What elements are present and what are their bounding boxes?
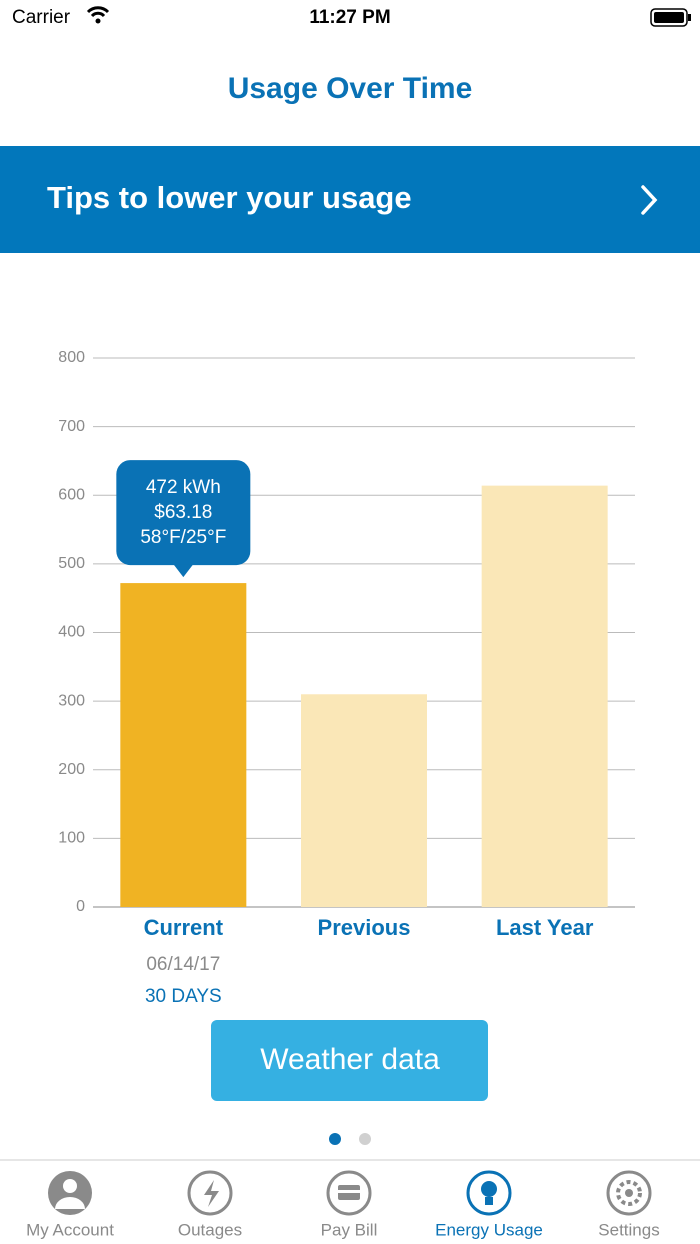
- chart: 0 100 200 300 400 500 600 700 800 Current Previous…: [58, 349, 635, 1007]
- period-days: 30 DAYS: [145, 986, 222, 1007]
- tooltip-box: [116, 460, 251, 566]
- bar: [120, 583, 247, 907]
- x-tick-label: Current: [144, 915, 224, 940]
- y-tick-label: 500: [58, 555, 85, 572]
- tab[interactable]: Outages: [178, 1170, 242, 1239]
- tab-icon[interactable]: [606, 1170, 652, 1216]
- tab-icon[interactable]: [204, 1180, 219, 1207]
- tooltip-line: $63.18: [154, 502, 212, 523]
- tab-icon[interactable]: [466, 1170, 512, 1216]
- banner-bg[interactable]: [0, 146, 700, 253]
- tab-label[interactable]: My Account: [26, 1220, 114, 1239]
- banner-text[interactable]: Tips to lower your usage: [47, 180, 412, 215]
- battery-tip: [688, 14, 691, 21]
- tab-label[interactable]: Outages: [178, 1220, 242, 1239]
- x-tick-label: Last Year: [496, 915, 594, 940]
- bar: [301, 694, 427, 907]
- y-tick-label: 0: [76, 898, 85, 915]
- y-tick-label: 800: [58, 349, 85, 366]
- tab-icon[interactable]: [481, 1181, 497, 1197]
- y-tick-label: 100: [58, 830, 85, 847]
- battery: [650, 8, 688, 27]
- y-tick-label: 400: [58, 624, 85, 641]
- tab-label[interactable]: Pay Bill: [321, 1220, 378, 1239]
- tab[interactable]: Pay Bill: [321, 1170, 378, 1239]
- wifi-icon: [86, 6, 110, 18]
- bar: [481, 485, 608, 907]
- tooltip-line: 472 kWh: [146, 477, 221, 498]
- weather-button[interactable]: Weather data: [211, 1020, 488, 1101]
- tab[interactable]: Settings: [598, 1170, 660, 1239]
- y-tick-label: 600: [58, 486, 85, 503]
- button-label[interactable]: Weather data: [260, 1043, 440, 1076]
- page-dot[interactable]: [359, 1133, 371, 1145]
- period-date: 06/14/17: [146, 954, 220, 975]
- tab-icon[interactable]: [326, 1170, 372, 1216]
- tab[interactable]: My Account: [26, 1171, 114, 1239]
- tab[interactable]: Energy Usage: [435, 1170, 543, 1239]
- tab-label[interactable]: Settings: [598, 1220, 659, 1239]
- clock: 11:27 PM: [309, 7, 390, 28]
- battery-level: [654, 12, 684, 23]
- y-tick-label: 300: [58, 692, 85, 709]
- page-title: Usage Over Time: [228, 72, 473, 105]
- page-dot[interactable]: [329, 1133, 341, 1145]
- tab-icon[interactable]: [63, 1179, 77, 1193]
- x-tick-label: Previous: [318, 915, 411, 940]
- tooltip-line: 58°F/25°F: [140, 527, 226, 548]
- button-bg[interactable]: [211, 1020, 488, 1101]
- tab-icon[interactable]: [485, 1197, 493, 1205]
- chevron[interactable]: [641, 185, 658, 215]
- tab-icon[interactable]: [625, 1189, 633, 1197]
- tab-icon[interactable]: [55, 1197, 85, 1209]
- tab-icon[interactable]: [616, 1180, 642, 1206]
- wifi-dot: [95, 18, 101, 24]
- tooltip-pointer: [173, 564, 194, 578]
- tab-icon[interactable]: [338, 1190, 360, 1193]
- y-tick-label: 700: [58, 418, 85, 435]
- tab-icon[interactable]: [187, 1170, 233, 1216]
- y-tick-label: 200: [58, 761, 85, 778]
- tab-label[interactable]: Energy Usage: [435, 1220, 543, 1239]
- carrier: Carrier: [12, 7, 71, 28]
- tips-banner[interactable]: Tips to lower your usage: [0, 146, 700, 253]
